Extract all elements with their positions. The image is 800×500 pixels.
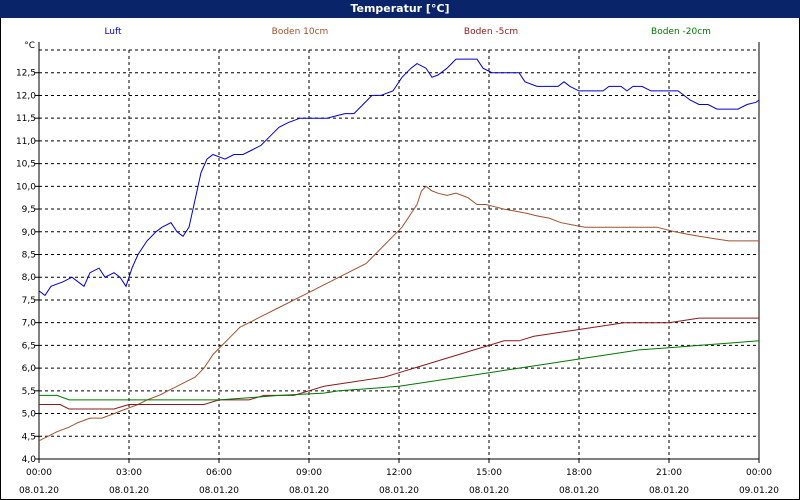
x-tick-time-label: 21:00 (656, 468, 682, 478)
legend-entry: Boden 10cm (272, 27, 329, 37)
y-tick-label: 5,0 (22, 410, 37, 420)
y-tick-label: 9,5 (22, 205, 36, 215)
y-tick-label: 10,5 (16, 160, 36, 170)
series-line-2 (38, 185, 759, 442)
x-tick-time-label: 06:00 (206, 468, 232, 478)
y-tick-label: 6,0 (22, 364, 37, 374)
legend-entry: Luft (104, 27, 122, 37)
legend-entry: Boden -20cm (651, 27, 711, 37)
x-tick-time-label: 18:00 (566, 468, 592, 478)
legend-entry: Boden -5cm (464, 27, 518, 37)
series-line-4 (39, 340, 760, 401)
chart-panel: 4,0 4,5 5,0 5,5 6,0 6,5 7,0 7,5 8,0 8,5 9,0 9,5 10,0… (1, 18, 799, 499)
x-tick-date-label: 08.01.20 (109, 486, 149, 496)
series-line-1 (38, 58, 760, 297)
x-tick-time-label: 00:00 (26, 468, 52, 478)
y-tick-label: 12,5 (16, 69, 36, 79)
temperature-chart: 4,0 4,5 5,0 5,5 6,0 6,5 7,0 7,5 8,0 8,5 9,0 9,5 10,0… (16, 27, 779, 496)
y-unit-label: °C (24, 41, 35, 51)
y-tick-label: 12,0 (16, 91, 36, 101)
x-tick-date-label: 08.01.20 (289, 486, 329, 496)
x-tick-date-label: 08.01.20 (199, 486, 239, 496)
x-tick-date-label: 09.01.20 (739, 486, 779, 496)
x-tick-time-label: 00:00 (746, 468, 772, 478)
y-tick-label: 5,5 (22, 387, 36, 397)
y-tick-label: 6,5 (22, 341, 36, 351)
y-tick-label: 11,5 (16, 114, 36, 124)
y-tick-label: 7,0 (22, 319, 37, 329)
y-tick-label: 4,5 (22, 432, 36, 442)
x-tick-time-label: 09:00 (296, 468, 322, 478)
y-tick-label: 7,5 (22, 296, 36, 306)
series-line-3 (39, 317, 759, 410)
x-tick-date-label: 08.01.20 (469, 486, 509, 496)
x-tick-date-label: 08.01.20 (19, 486, 59, 496)
x-tick-date-label: 08.01.20 (379, 486, 419, 496)
x-tick-date-label: 08.01.20 (559, 486, 599, 496)
y-tick-label: 8,5 (22, 251, 36, 261)
x-tick-time-label: 12:00 (386, 468, 412, 478)
x-tick-time-label: 15:00 (476, 468, 502, 478)
y-tick-label: 9,0 (22, 228, 37, 238)
x-tick-time-label: 03:00 (116, 468, 142, 478)
y-tick-label: 8,0 (22, 273, 37, 283)
y-tick-label: 11,0 (16, 137, 36, 147)
y-tick-label: 4,0 (22, 455, 37, 465)
x-tick-date-label: 08.01.20 (649, 486, 689, 496)
y-tick-label: 10,0 (16, 182, 36, 192)
window-title: Temperatur [°C] (0, 0, 800, 18)
